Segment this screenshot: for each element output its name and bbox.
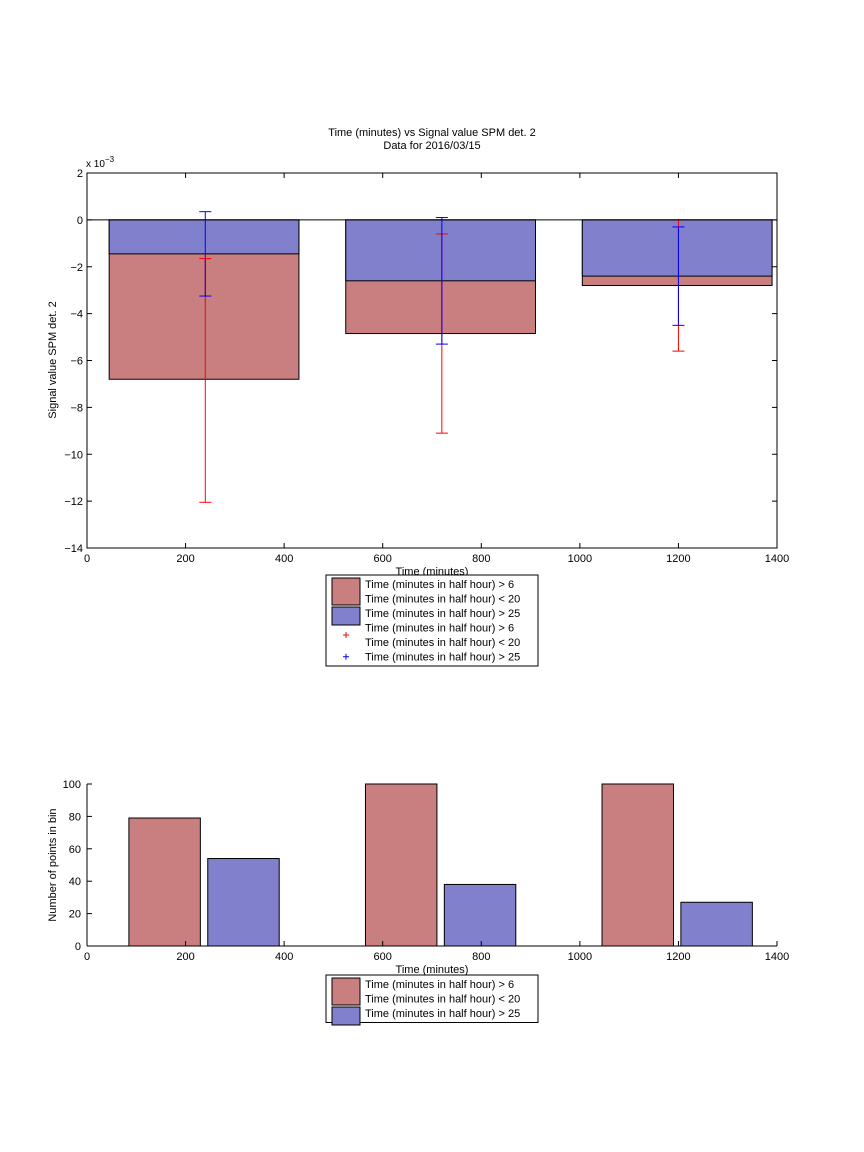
chart2-ytick-label: 60 — [69, 844, 81, 856]
legend-swatch-1 — [331, 1006, 361, 1026]
legend-box — [325, 574, 539, 667]
chart1-ytick-label: −14 — [64, 543, 83, 555]
legend-box — [325, 974, 539, 1023]
chart1-y-multiplier-base: x 10 — [86, 159, 105, 170]
chart2-y-ticks: 0 20 40 60 80 100 — [63, 779, 92, 953]
legend-label: Time (minutes in half hour) > 25 — [365, 652, 520, 664]
chart2-bar-s1-2 — [680, 901, 753, 947]
chart2-ylabel: Number of points in bin — [47, 808, 59, 921]
chart1-x-ticks: 0 200 400 600 800 1000 1200 1400 — [84, 173, 789, 565]
chart2-bars — [128, 783, 753, 947]
count-chart: 0 200 400 600 800 1000 1200 1400 0 20 40 60 80 100 T… — [47, 779, 789, 1026]
chart1-xtick-label: 600 — [374, 553, 392, 565]
chart1-errorbars — [199, 211, 685, 503]
chart2-bar-s1-0 — [207, 858, 280, 947]
chart2-legend: Time (minutes in half hour) > 6 Time (min… — [325, 974, 539, 1026]
chart2-x-ticks: 0 200 400 600 800 1000 1200 1400 — [84, 941, 789, 963]
legend-label: Time (minutes in half hour) > 25 — [365, 1008, 520, 1020]
chart1-y-multiplier: x 10−3 — [86, 155, 115, 170]
signal-chart: Time (minutes) vs Signal value SPM det. … — [47, 127, 789, 667]
legend-label: Time (minutes in half hour) > 6 — [365, 979, 514, 991]
chart1-xtick-label: 1000 — [568, 553, 592, 565]
chart1-y-multiplier-exponent: −3 — [105, 155, 115, 164]
legend-label: Time (minutes in half hour) > 25 — [365, 608, 520, 620]
chart1-bar-s1-0 — [108, 219, 300, 255]
chart1-xtick-label: 800 — [472, 553, 490, 565]
chart1-xtick-label: 1400 — [765, 553, 789, 565]
chart1-ytick-label: −6 — [70, 356, 83, 368]
chart1-ytick-label: −12 — [64, 496, 83, 508]
chart2-bar-s0-1 — [364, 783, 438, 947]
chart1-y-ticks: 2 0 −2 −4 −6 −8 −10 −12 −14 — [64, 168, 777, 555]
chart2-xtick-label: 600 — [374, 951, 392, 963]
chart2-ytick-label: 0 — [75, 941, 81, 953]
chart2-bar-s1-1 — [443, 883, 517, 947]
chart2-bar-s0-2 — [601, 783, 674, 947]
legend-label: Time (minutes in half hour) > 6 — [365, 623, 514, 635]
chart2-xtick-label: 0 — [84, 951, 90, 963]
chart2-bar-s0-0 — [128, 817, 201, 947]
chart1-ytick-label: −4 — [70, 309, 83, 321]
chart1-bar-s1-1 — [345, 219, 536, 282]
chart2-xtick-label: 200 — [176, 951, 194, 963]
chart1-bar-s1-2 — [581, 219, 773, 277]
chart1-xtick-label: 1200 — [666, 553, 690, 565]
chart1-ytick-label: 0 — [77, 215, 83, 227]
chart1-xtick-label: 0 — [84, 553, 90, 565]
chart2-xlabel: Time (minutes) — [396, 964, 469, 976]
chart1-legend: Time (minutes in half hour) > 6 Time (min… — [325, 574, 539, 667]
chart2-ytick-label: 40 — [69, 876, 81, 888]
chart2-xtick-label: 1400 — [765, 951, 789, 963]
legend-label: Time (minutes in half hour) < 20 — [365, 994, 520, 1006]
legend-label: Time (minutes in half hour) < 20 — [365, 594, 520, 606]
chart1-xtick-label: 200 — [176, 553, 194, 565]
chart1-bars — [108, 219, 773, 380]
chart2-xtick-label: 1000 — [568, 951, 592, 963]
chart1-subtitle: Data for 2016/03/15 — [383, 140, 480, 152]
chart1-ylabel: Signal value SPM det. 2 — [47, 301, 59, 418]
chart2-ytick-label: 20 — [69, 909, 81, 921]
chart2-xtick-label: 400 — [275, 951, 293, 963]
legend-swatch-0 — [331, 977, 361, 1006]
legend-swatch-1 — [331, 606, 361, 626]
chart2-xtick-label: 800 — [472, 951, 490, 963]
legend-swatch-0 — [331, 577, 361, 606]
chart2-xtick-label: 1200 — [666, 951, 690, 963]
chart1-title: Time (minutes) vs Signal value SPM det. … — [328, 127, 535, 139]
chart1-ytick-label: −2 — [70, 262, 83, 274]
chart1-ytick-label: 2 — [77, 168, 83, 180]
chart1-ytick-label: −8 — [70, 402, 83, 414]
chart2-ytick-label: 80 — [69, 811, 81, 823]
chart1-ytick-label: −10 — [64, 449, 83, 461]
legend-label: Time (minutes in half hour) > 6 — [365, 579, 514, 591]
legend-label: Time (minutes in half hour) < 20 — [365, 637, 520, 649]
chart1-xtick-label: 400 — [275, 553, 293, 565]
chart2-ytick-label: 100 — [63, 779, 81, 791]
